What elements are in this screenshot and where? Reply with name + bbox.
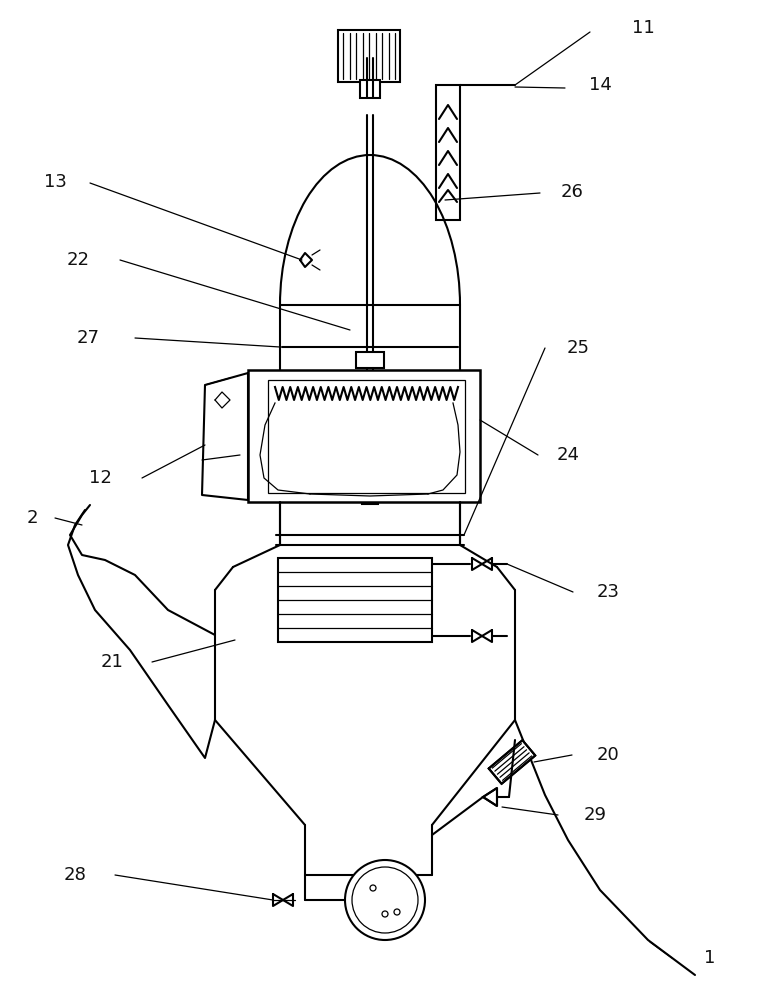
Text: 29: 29 [584,806,607,824]
Text: 22: 22 [66,251,89,269]
Text: 26: 26 [561,183,584,201]
Text: 24: 24 [557,446,580,464]
Bar [360,80,380,98]
Text: 13: 13 [44,173,66,191]
Bar [248,370,480,502]
Bar [268,380,465,493]
Bar [278,558,432,642]
Circle shape [345,860,425,940]
Circle shape [382,911,388,917]
Bar [362,492,378,504]
Text: 28: 28 [64,866,86,884]
Bar [436,85,460,220]
Circle shape [394,909,400,915]
Text: 2: 2 [26,509,38,527]
Text: 12: 12 [88,469,112,487]
Circle shape [370,885,376,891]
Polygon shape [489,740,535,784]
Text: 23: 23 [597,583,620,601]
Text: 1: 1 [704,949,716,967]
Text: 27: 27 [76,329,99,347]
Bar [338,30,400,82]
Text: 20: 20 [597,746,619,764]
Text: 11: 11 [631,19,654,37]
Bar [356,352,384,368]
Polygon shape [483,788,497,806]
Text: 25: 25 [567,339,590,357]
Text: 14: 14 [588,76,611,94]
Text: 21: 21 [101,653,124,671]
